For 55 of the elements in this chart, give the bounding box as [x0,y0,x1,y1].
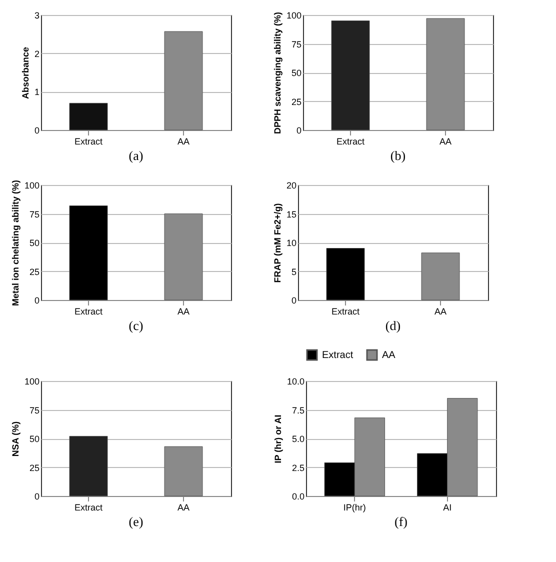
x-tick-label: AA [177,136,190,146]
y-tick-label: 100 [24,376,40,386]
y-tick-label: 100 [24,180,40,190]
y-tick-label: 0 [34,126,40,136]
legend-label: Extract [322,350,354,361]
y-tick-label: 50 [29,238,40,248]
text: (f) [394,514,408,529]
y-axis-title: IP (hr) or AI [272,414,283,464]
text: (d) [385,318,401,333]
y-tick-label: 75 [291,39,302,50]
y-tick-label: 50 [29,434,40,444]
y-tick-label: 75 [29,209,40,220]
y-tick-label: 1 [34,87,40,98]
y-tick-label: 0 [34,296,40,306]
y-tick-label: 25 [29,266,40,277]
y-tick-label: 0 [34,492,40,502]
y-tick-label: 15 [286,209,296,220]
y-tick-label: 2 [34,48,40,59]
x-tick-label: AA [439,136,452,146]
y-tick-label: 75 [29,405,40,416]
y-tick-label: 10 [286,238,296,248]
legend-label: AA [382,350,396,361]
x-tick-label: Extract [74,136,103,146]
y-axis-title: NSA (%) [10,421,20,457]
y-tick-label: 50 [291,68,302,78]
y-tick-label: 0 [291,296,296,306]
x-tick-label: AA [434,306,447,316]
y-axis-title: FRAP (mM Fe2+/g) [272,203,282,283]
y-tick-label: 20 [286,180,296,190]
y-tick-label: 3 [34,10,40,20]
y-tick-label: 5.0 [292,434,304,444]
text: (a) [128,148,144,163]
x-tick-label: Extract [74,502,103,512]
y-tick-label: 5 [291,266,296,277]
x-tick-label: AA [177,306,190,316]
x-tick-label: AI [443,502,452,512]
y-axis-title: Metal ion chelating ability (%) [10,180,20,306]
y-tick-label: 0 [296,126,302,136]
text: (b) [390,148,406,163]
y-tick-label: 2.5 [292,462,304,473]
y-tick-label: 25 [291,96,302,107]
x-tick-label: Extract [331,306,360,316]
x-tick-label: IP(hr) [343,502,366,512]
x-tick-label: Extract [336,136,365,146]
y-tick-label: 10.0 [286,376,304,386]
y-tick-label: 7.5 [292,405,304,416]
text: (e) [128,514,144,529]
y-tick-label: 0.0 [292,492,304,502]
y-axis-title: DPPH scavenging ability (%) [272,12,282,134]
text: (c) [128,318,144,333]
x-tick-label: Extract [74,306,103,316]
x-tick-label: AA [177,502,190,512]
y-axis-title: Absorbance [20,46,30,100]
y-tick-label: 25 [29,462,40,473]
y-tick-label: 100 [286,10,302,20]
